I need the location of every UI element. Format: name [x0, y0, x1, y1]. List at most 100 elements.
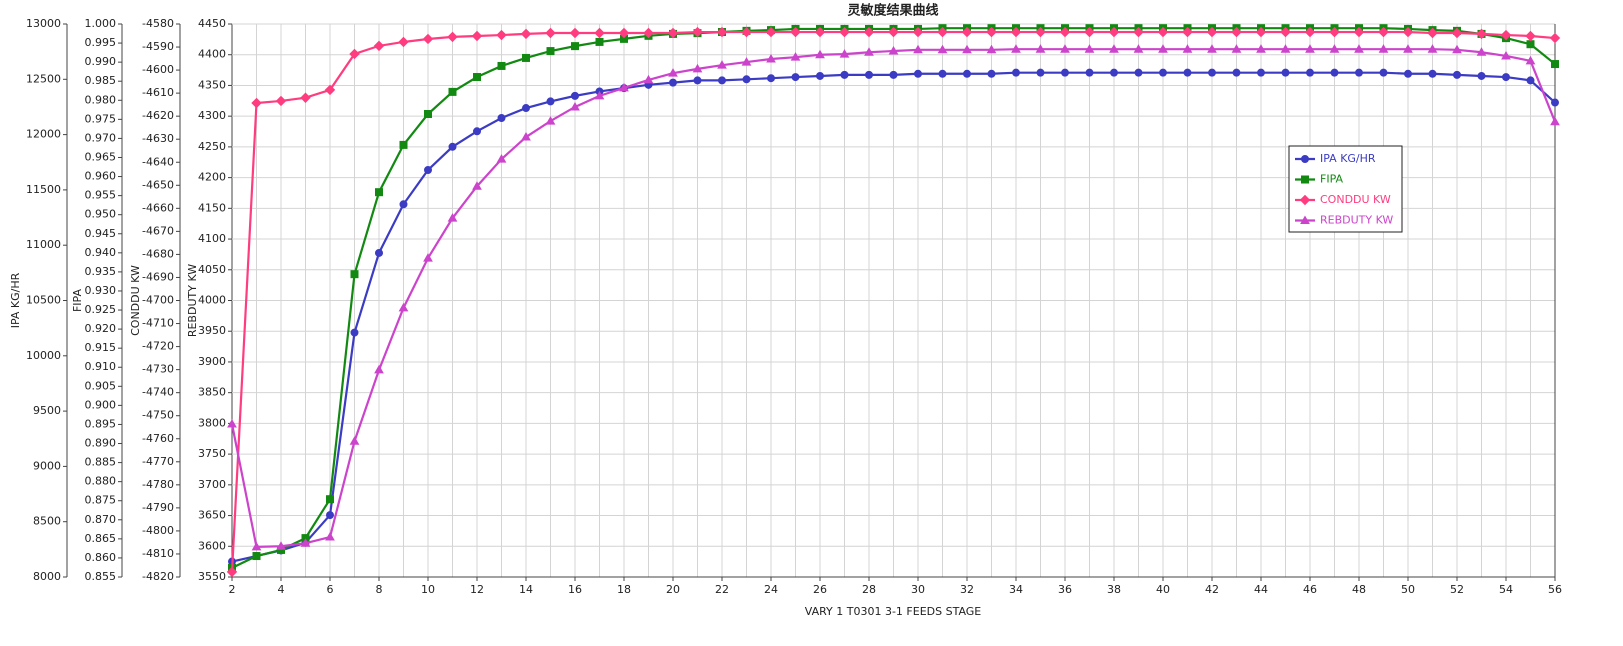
data-point	[1427, 44, 1438, 53]
data-point	[1452, 44, 1462, 54]
y-tick-label: 8500	[33, 515, 61, 528]
data-point	[619, 82, 629, 92]
y-tick-label: 0.905	[85, 379, 117, 392]
data-point	[571, 42, 579, 51]
data-point	[1353, 26, 1365, 38]
y-tick-label: 3650	[198, 509, 226, 522]
data-point	[1231, 44, 1242, 53]
y-tick-label: 4450	[198, 17, 226, 30]
y-tick-label: 12000	[26, 128, 61, 141]
y-tick-label: -4760	[142, 432, 174, 445]
y-tick-label: 1.000	[85, 17, 117, 30]
data-point	[1502, 73, 1510, 82]
data-point	[1551, 98, 1559, 107]
y-tick-label: 4050	[198, 263, 226, 276]
data-point	[912, 26, 924, 38]
data-point	[375, 248, 383, 257]
y-tick-label: 4300	[198, 109, 226, 122]
y-tick-label: 4100	[198, 232, 226, 245]
data-point	[987, 69, 996, 78]
y-axis-title: IPA KG/HR	[9, 272, 22, 328]
data-point	[1059, 26, 1071, 38]
y-tick-label: 0.920	[85, 322, 117, 335]
data-point	[1549, 32, 1561, 44]
data-point	[741, 57, 752, 66]
y-tick-label: -4770	[142, 455, 174, 468]
data-point	[1476, 28, 1487, 40]
data-point	[814, 26, 826, 38]
y-tick-label: 10500	[26, 294, 61, 307]
data-point	[350, 270, 359, 279]
legend-marker	[1301, 155, 1309, 163]
y-tick-label: 0.990	[85, 55, 117, 68]
y-tick-label: 0.930	[85, 284, 117, 297]
data-point	[766, 54, 776, 63]
data-point	[1304, 26, 1316, 38]
data-point	[717, 60, 727, 69]
data-point	[1330, 68, 1339, 77]
data-point	[840, 70, 849, 79]
data-point	[1403, 44, 1413, 53]
data-point	[986, 44, 997, 54]
data-point	[399, 200, 408, 209]
legend-marker	[1299, 194, 1311, 206]
data-point	[692, 26, 703, 38]
data-point	[791, 73, 800, 82]
data-point	[1208, 68, 1216, 77]
data-point	[571, 91, 579, 100]
data-point	[1207, 44, 1217, 53]
data-point	[914, 69, 922, 78]
y-tick-label: -4610	[142, 86, 174, 99]
data-point	[522, 104, 530, 113]
data-point	[374, 364, 384, 374]
x-tick-label: 6	[327, 583, 334, 596]
y-tick-label: 0.855	[85, 570, 117, 583]
data-point	[522, 53, 530, 62]
data-point	[1133, 26, 1144, 38]
y-tick-label: -4700	[142, 294, 174, 307]
data-point	[1061, 68, 1069, 77]
y-axis-title: FIPA	[71, 289, 84, 313]
y-tick-label: 0.880	[85, 475, 117, 488]
data-point	[767, 74, 775, 83]
data-point	[1451, 27, 1463, 39]
data-point	[497, 114, 506, 123]
y-tick-label: -4820	[142, 570, 174, 583]
legend-label: FIPA	[1320, 173, 1344, 186]
data-point	[1280, 26, 1291, 38]
data-point	[1256, 44, 1266, 53]
data-point	[1084, 44, 1095, 53]
data-point	[669, 78, 677, 87]
data-point	[1551, 60, 1559, 69]
data-point	[447, 31, 458, 43]
data-point	[300, 538, 311, 547]
data-point	[422, 33, 434, 45]
data-point	[643, 74, 654, 84]
data-point	[742, 75, 751, 84]
x-tick-label: 22	[715, 583, 729, 596]
x-tick-label: 26	[813, 583, 827, 596]
data-point	[325, 532, 335, 541]
data-point	[496, 29, 507, 41]
data-point	[373, 40, 385, 52]
y-tick-label: 0.985	[85, 74, 117, 87]
y-tick-label: 8000	[33, 570, 61, 583]
y-tick-label: 10000	[26, 349, 61, 362]
y-tick-label: 0.870	[85, 513, 117, 526]
y-tick-label: 0.980	[85, 93, 117, 106]
data-point	[1183, 68, 1192, 77]
data-point	[1281, 68, 1290, 77]
data-point	[765, 26, 777, 38]
data-point	[1477, 71, 1486, 80]
y-tick-label: -4740	[142, 386, 174, 399]
y-tick-label: 4200	[198, 171, 226, 184]
data-point	[1379, 68, 1388, 77]
data-point	[546, 97, 555, 106]
data-point	[1232, 68, 1241, 77]
data-point	[1305, 44, 1315, 53]
x-tick-label: 2	[229, 583, 236, 596]
data-point	[1525, 30, 1536, 42]
legend: IPA KG/HR FIPA CONDDU KW REBDUTY KW	[1288, 145, 1403, 233]
y-tick-label: -4650	[142, 178, 174, 191]
